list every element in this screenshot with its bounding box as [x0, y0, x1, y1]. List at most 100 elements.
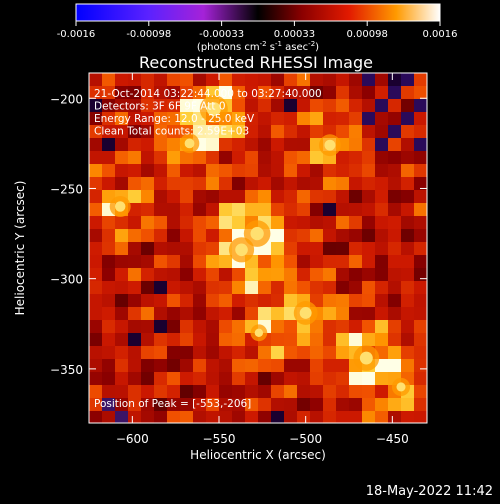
- image-cell: [323, 359, 336, 372]
- image-cell: [323, 242, 336, 255]
- image-cell: [193, 164, 206, 177]
- emission-peak-core: [206, 102, 221, 117]
- image-cell: [141, 99, 154, 112]
- image-cell: [206, 398, 219, 411]
- image-cell: [336, 99, 349, 112]
- image-cell: [271, 112, 284, 125]
- image-cell: [414, 346, 427, 359]
- image-cell: [258, 99, 271, 112]
- image-cell: [336, 333, 349, 346]
- image-cell: [414, 216, 427, 229]
- image-cell: [297, 255, 310, 268]
- image-cell: [284, 385, 297, 398]
- image-cell: [271, 411, 284, 423]
- image-cell: [141, 281, 154, 294]
- image-cell: [271, 229, 284, 242]
- emission-peak-core: [324, 139, 336, 151]
- image-cell: [141, 177, 154, 190]
- image-cell: [154, 411, 167, 423]
- image-cell: [245, 190, 258, 203]
- image-cell: [128, 216, 141, 229]
- image-cell: [375, 255, 388, 268]
- image-cell: [245, 372, 258, 385]
- image-cell: [401, 229, 414, 242]
- image-cell: [284, 242, 297, 255]
- image-cell: [219, 229, 232, 242]
- image-cell: [128, 307, 141, 320]
- image-cell: [323, 73, 336, 86]
- image-cell: [167, 242, 180, 255]
- image-cell: [245, 281, 258, 294]
- image-cell: [128, 125, 141, 138]
- image-cell: [271, 151, 284, 164]
- image-cell: [141, 138, 154, 151]
- image-cell: [219, 372, 232, 385]
- image-cell: [284, 255, 297, 268]
- image-cell: [388, 255, 401, 268]
- image-cell: [401, 268, 414, 281]
- image-cell: [102, 398, 115, 411]
- image-cell: [362, 294, 375, 307]
- image-cell: [375, 268, 388, 281]
- image-cell: [102, 346, 115, 359]
- image-cell: [141, 268, 154, 281]
- image-cell: [232, 203, 245, 216]
- image-cell: [154, 359, 167, 372]
- image-cell: [388, 164, 401, 177]
- image-cell: [245, 385, 258, 398]
- image-cell: [284, 398, 297, 411]
- image-cell: [349, 73, 362, 86]
- image-cell: [141, 294, 154, 307]
- image-cell: [128, 398, 141, 411]
- image-cell: [206, 411, 219, 423]
- image-cell: [219, 268, 232, 281]
- image-cell: [388, 359, 401, 372]
- image-cell: [180, 99, 193, 112]
- x-tick-label: −450: [376, 432, 409, 446]
- image-cell: [349, 268, 362, 281]
- image-cell: [271, 346, 284, 359]
- image-cell: [219, 190, 232, 203]
- image-cell: [362, 333, 375, 346]
- image-cell: [284, 307, 297, 320]
- image-cell: [102, 216, 115, 229]
- image-cell: [180, 372, 193, 385]
- image-cell: [310, 359, 323, 372]
- image-cell: [167, 359, 180, 372]
- image-cell: [271, 242, 284, 255]
- image-cell: [232, 333, 245, 346]
- image-cell: [232, 138, 245, 151]
- image-cell: [167, 99, 180, 112]
- image-cell: [167, 151, 180, 164]
- image-cell: [336, 372, 349, 385]
- image-cell: [128, 385, 141, 398]
- image-cell: [310, 398, 323, 411]
- image-cell: [102, 164, 115, 177]
- image-cell: [349, 294, 362, 307]
- image-cell: [271, 385, 284, 398]
- image-cell: [297, 112, 310, 125]
- colorbar-tick-label: 0.00098: [347, 29, 388, 40]
- image-cell: [206, 294, 219, 307]
- image-cell: [115, 177, 128, 190]
- image-cell: [141, 216, 154, 229]
- image-cell: [115, 216, 128, 229]
- image-cell: [167, 398, 180, 411]
- image-cell: [193, 216, 206, 229]
- image-cell: [323, 281, 336, 294]
- image-cell: [310, 229, 323, 242]
- image-cell: [414, 255, 427, 268]
- image-cell: [271, 190, 284, 203]
- image-cell: [349, 177, 362, 190]
- image-cell: [180, 190, 193, 203]
- image-cell: [89, 372, 102, 385]
- image-cell: [89, 177, 102, 190]
- image-cell: [167, 203, 180, 216]
- image-cell: [206, 177, 219, 190]
- image-cell: [271, 333, 284, 346]
- image-cell: [349, 138, 362, 151]
- emission-peak-core: [184, 138, 195, 149]
- image-cell: [401, 359, 414, 372]
- image-cell: [297, 411, 310, 423]
- image-cell: [219, 411, 232, 423]
